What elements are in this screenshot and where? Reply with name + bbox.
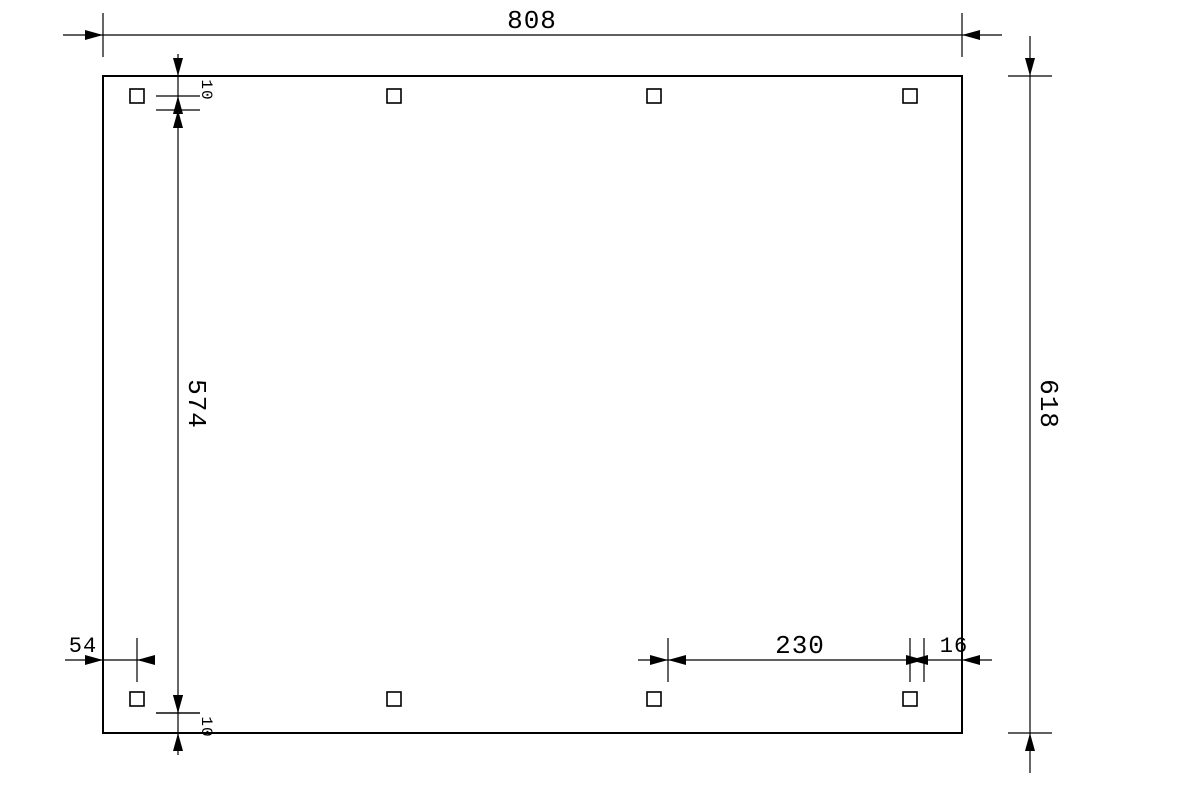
arrowhead — [85, 30, 103, 40]
arrowhead — [1025, 58, 1035, 76]
arrowhead — [962, 30, 980, 40]
arrowhead — [137, 655, 155, 665]
dim-808-label: 808 — [507, 6, 557, 36]
post — [387, 692, 401, 706]
technical-drawing: 808 618 574 10 10 54 230 16 — [0, 0, 1200, 800]
arrowhead — [668, 655, 686, 665]
post — [903, 89, 917, 103]
post — [903, 692, 917, 706]
plan-outline — [103, 76, 962, 733]
arrowhead — [906, 655, 924, 665]
arrowhead — [1025, 733, 1035, 751]
post — [130, 692, 144, 706]
dim-10t-label: 10 — [197, 79, 215, 100]
dim-16-label: 16 — [940, 634, 968, 659]
dim-10b-label: 10 — [197, 716, 215, 737]
arrowhead — [173, 695, 183, 713]
dim-574-label: 574 — [181, 379, 211, 429]
dim-230-label: 230 — [775, 631, 825, 661]
arrowhead — [173, 58, 183, 76]
arrowhead — [173, 733, 183, 751]
post — [387, 89, 401, 103]
post — [647, 692, 661, 706]
arrowhead — [650, 655, 668, 665]
dim-618-label: 618 — [1033, 379, 1063, 429]
post — [130, 89, 144, 103]
dim-54-label: 54 — [69, 634, 97, 659]
post — [647, 89, 661, 103]
arrowhead — [173, 96, 183, 114]
